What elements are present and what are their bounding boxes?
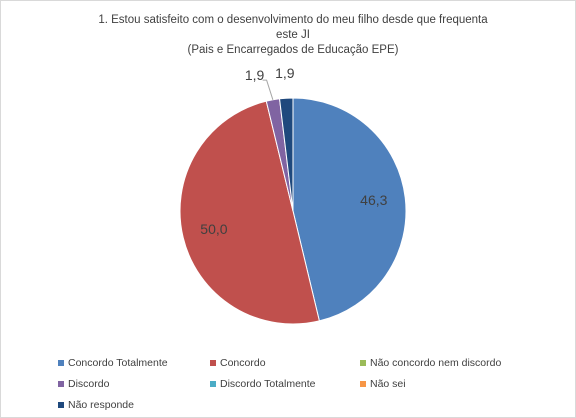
data-label: 1,9 bbox=[245, 67, 265, 83]
legend-swatch bbox=[210, 381, 216, 387]
legend-swatch bbox=[58, 360, 64, 366]
legend-swatch bbox=[58, 402, 64, 408]
data-label: 46,3 bbox=[360, 192, 387, 208]
leader-line bbox=[262, 79, 274, 100]
legend-label: Não sei bbox=[370, 378, 406, 390]
legend-swatch bbox=[210, 360, 216, 366]
legend-swatch bbox=[360, 360, 366, 366]
legend-label: Concordo bbox=[220, 357, 266, 369]
legend-label: Não concordo nem discordo bbox=[370, 357, 501, 369]
data-label: 1,9 bbox=[275, 65, 295, 81]
chart-title: 1. Estou satisfeito com o desenvolviment… bbox=[98, 14, 488, 26]
legend-label: Concordo Totalmente bbox=[68, 357, 168, 369]
legend-swatch bbox=[58, 381, 64, 387]
legend-swatch bbox=[360, 381, 366, 387]
pie-slice bbox=[278, 97, 294, 212]
pie-slice bbox=[292, 97, 407, 322]
legend-label: Não responde bbox=[68, 399, 134, 411]
data-label: 50,0 bbox=[200, 221, 227, 237]
pie-slice bbox=[179, 100, 320, 325]
legend-label: Discordo Totalmente bbox=[220, 378, 316, 390]
legend-label: Discordo bbox=[68, 378, 110, 390]
chart-title: (Pais e Encarregados de Educação EPE) bbox=[188, 44, 399, 56]
chart-title: este JI bbox=[276, 29, 310, 41]
